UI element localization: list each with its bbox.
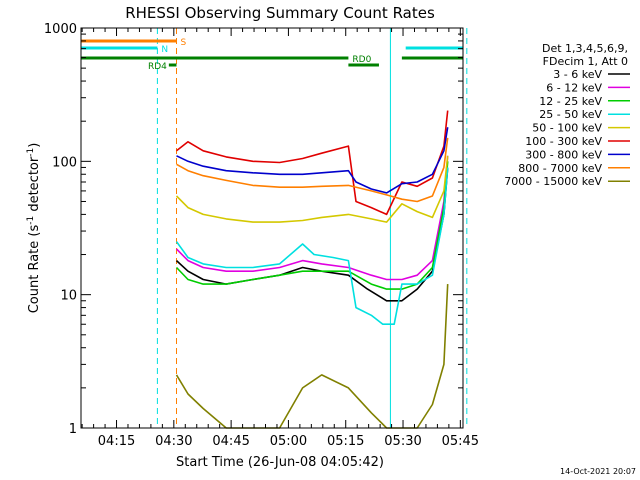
series-line <box>175 161 449 290</box>
series-line <box>176 127 449 194</box>
flag-label: RD0 <box>352 55 371 65</box>
y-label-part1: Count Rate (s <box>27 225 42 314</box>
y-label-sup2: -1 <box>26 148 36 157</box>
y-tick-label: 100 <box>52 155 77 170</box>
y-label-part3: ) <box>27 143 42 148</box>
x-tick-label: 04:15 <box>98 434 135 449</box>
chart-title: RHESSI Observing Summary Count Rates <box>125 4 435 22</box>
flag-label: S <box>181 38 187 48</box>
x-tick-label: 05:15 <box>327 434 364 449</box>
flag-label: RD4 <box>148 62 167 72</box>
y-tick-label: 1000 <box>44 22 77 37</box>
legend-label: 6 - 12 keV <box>546 81 602 94</box>
flag-label: N <box>161 45 168 55</box>
x-tick-label: 04:30 <box>155 434 192 449</box>
x-tick-label: 05:30 <box>384 434 421 449</box>
series-line <box>175 167 449 326</box>
y-label-sup1: -1 <box>26 216 36 225</box>
x-axis-label: Start Time (26-Jun-08 04:05:42) <box>176 455 384 470</box>
plot-frame <box>80 27 464 429</box>
y-tick-label: 10 <box>60 289 77 304</box>
x-tick-label: 05:45 <box>442 434 479 449</box>
x-tick-label: 05:00 <box>270 434 307 449</box>
legend-label: 12 - 25 keV <box>539 95 602 108</box>
legend-label: 3 - 6 keV <box>553 68 602 81</box>
series-line <box>175 155 449 223</box>
series-line <box>175 155 449 281</box>
series-line <box>176 137 449 203</box>
legend-header-1: Det 1,3,4,5,6,9, <box>542 42 628 55</box>
legend-label: 25 - 50 keV <box>539 108 602 121</box>
series-line <box>176 110 449 216</box>
legend-label: 50 - 100 keV <box>532 122 602 135</box>
x-tick-label: 04:45 <box>212 434 249 449</box>
legend-header-2: FDecim 1, Att 0 <box>543 55 628 68</box>
series-line <box>175 284 449 429</box>
y-axis-label: Count Rate (s-1 detector-1) <box>26 143 42 314</box>
legend-label: 100 - 300 keV <box>525 135 602 148</box>
legend-label: 300 - 800 keV <box>525 148 602 161</box>
legend-label: 800 - 7000 keV <box>518 162 602 175</box>
footer-date: 14-Oct-2021 20:07 <box>560 467 636 476</box>
y-tick-label: 1 <box>69 422 77 437</box>
legend-label: 7000 - 15000 keV <box>504 175 602 188</box>
y-label-part2: detector <box>27 156 42 216</box>
